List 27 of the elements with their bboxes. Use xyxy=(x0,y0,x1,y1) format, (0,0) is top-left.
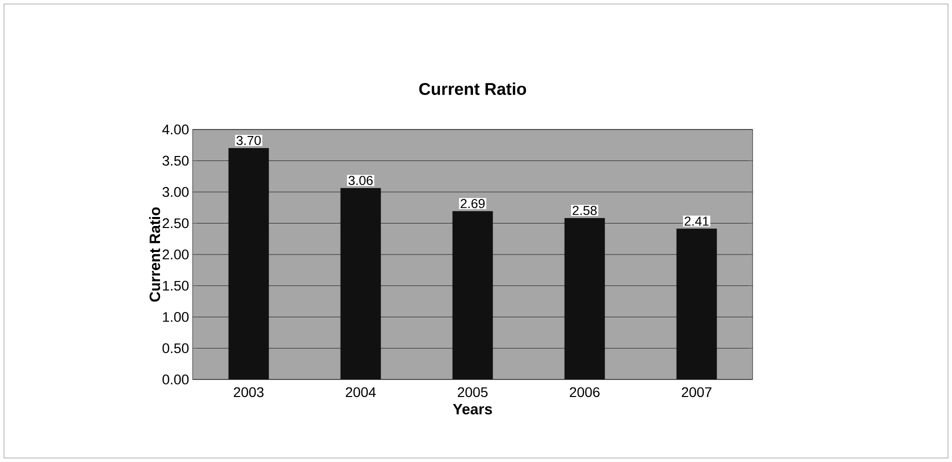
x-tick-label: 2005 xyxy=(458,387,488,398)
bar xyxy=(452,211,493,380)
y-tick-label: 2.50 xyxy=(162,218,189,228)
x-tick-label: 2006 xyxy=(570,387,600,398)
data-label: 2.41 xyxy=(684,216,709,226)
x-axis-title: Years xyxy=(452,404,492,414)
data-label: 2.69 xyxy=(460,198,485,208)
data-label: 3.70 xyxy=(236,136,261,146)
y-tick-label: 0.50 xyxy=(162,343,189,354)
y-tick-label: 3.00 xyxy=(162,187,189,197)
bar xyxy=(564,218,605,380)
x-tick-label: 2007 xyxy=(682,387,712,398)
bar xyxy=(676,228,717,380)
bar xyxy=(340,188,381,380)
y-tick-label: 4.00 xyxy=(162,124,189,134)
bar xyxy=(228,148,269,380)
y-tick-label: 1.50 xyxy=(163,280,189,291)
y-tick-label: 0.00 xyxy=(162,374,189,384)
y-tick-label: 3.50 xyxy=(162,156,189,166)
x-tick-label: 2004 xyxy=(346,387,376,398)
y-axis-title: Current Ratio xyxy=(149,207,160,302)
chart-title: Current Ratio xyxy=(419,82,526,95)
data-label: 2.58 xyxy=(572,206,597,216)
x-tick-label: 2003 xyxy=(234,387,264,398)
y-tick-label: 2.00 xyxy=(162,250,189,260)
data-label: 3.06 xyxy=(348,176,373,186)
y-tick-label: 1.00 xyxy=(163,312,189,322)
